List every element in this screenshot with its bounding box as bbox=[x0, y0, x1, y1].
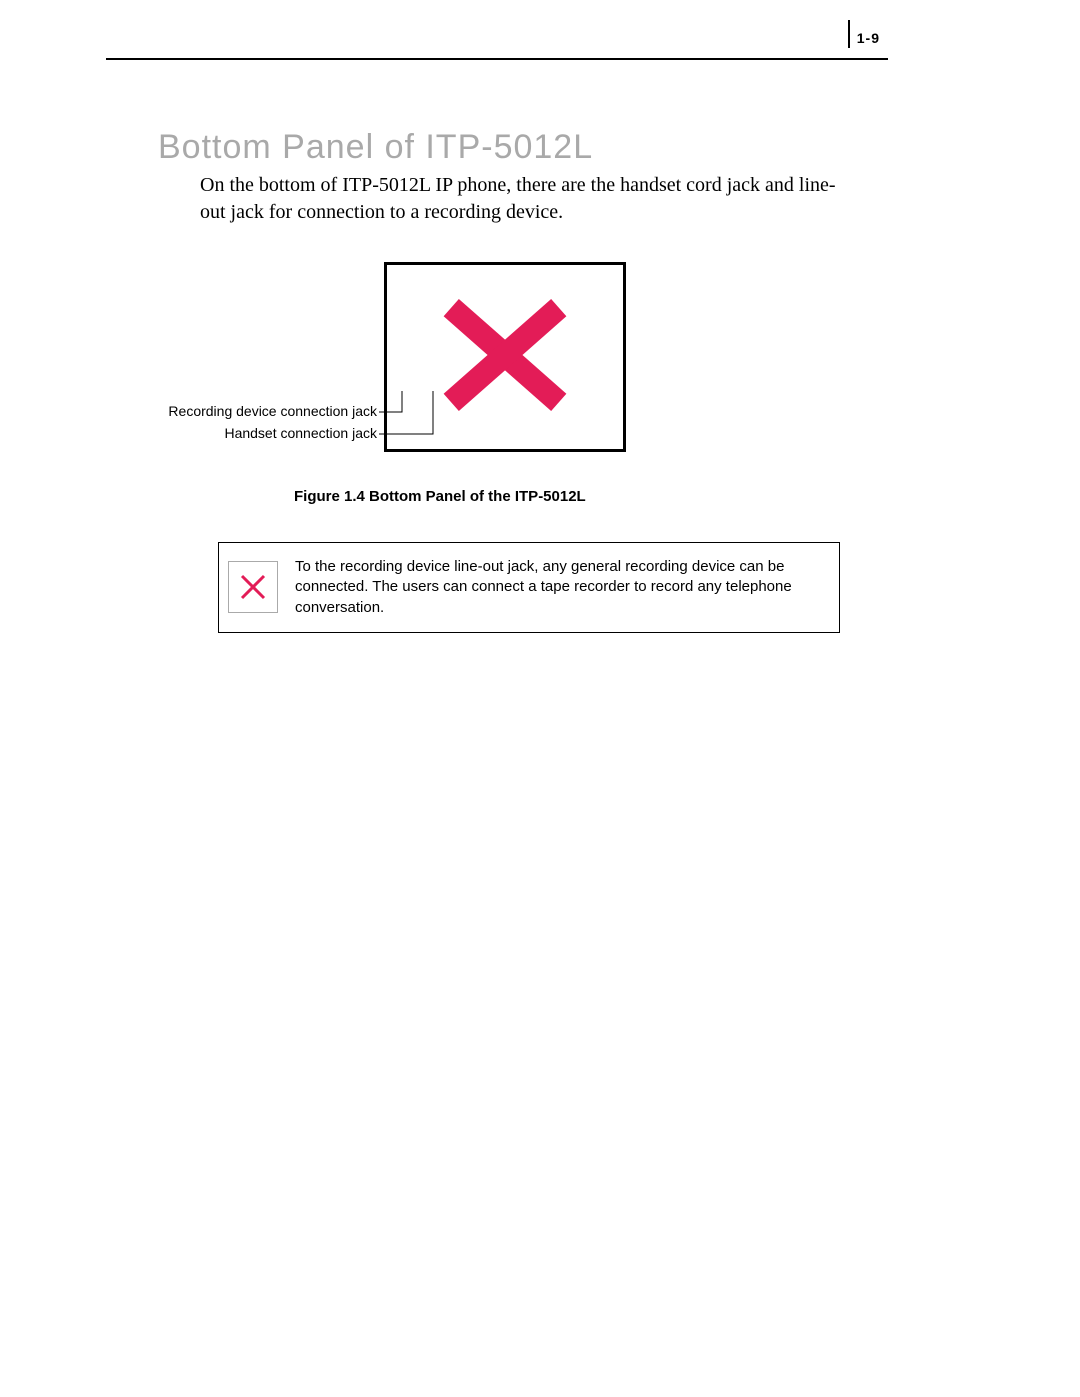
missing-image-x-icon bbox=[441, 297, 569, 413]
header-rule-horizontal bbox=[106, 58, 888, 60]
callout-label-handset: Handset connection jack bbox=[117, 425, 377, 441]
intro-paragraph: On the bottom of ITP-5012L IP phone, the… bbox=[200, 172, 840, 226]
figure-caption: Figure 1.4 Bottom Panel of the ITP-5012L bbox=[294, 488, 586, 505]
note-box: To the recording device line-out jack, a… bbox=[218, 542, 840, 633]
callout-label-recording: Recording device connection jack bbox=[117, 403, 377, 419]
figure-area: Recording device connection jack Handset… bbox=[158, 262, 838, 472]
note-text: To the recording device line-out jack, a… bbox=[287, 543, 839, 632]
figure-image-placeholder: Recording device connection jack Handset… bbox=[384, 262, 626, 452]
section-heading: Bottom Panel of ITP-5012L bbox=[158, 128, 593, 167]
header-rule-vertical bbox=[848, 20, 850, 48]
note-icon-cell bbox=[219, 543, 287, 632]
note-icon-box bbox=[228, 561, 278, 613]
note-x-icon bbox=[238, 572, 268, 602]
page-number: 1-9 bbox=[857, 30, 880, 46]
